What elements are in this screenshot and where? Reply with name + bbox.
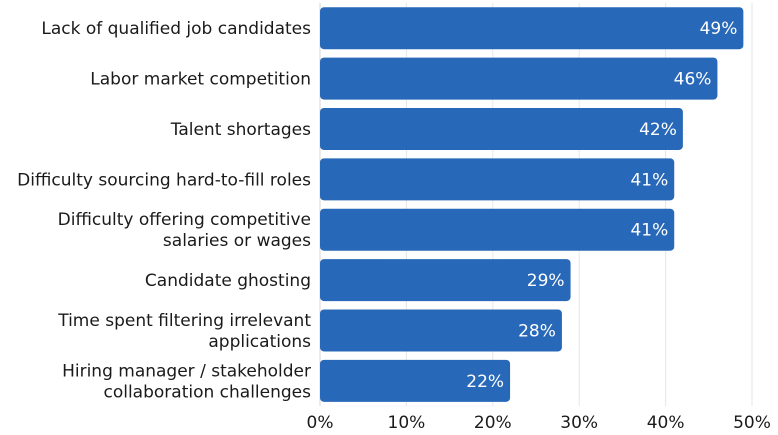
x-tick-label-0: 0% — [307, 413, 334, 433]
x-tick-label-40: 40% — [647, 413, 685, 433]
category-label-5: Candidate ghosting — [145, 271, 311, 291]
category-label-6: Time spent filtering irrelevant applicati… — [57, 311, 311, 352]
bar-0 — [320, 7, 744, 50]
bar-7 — [320, 359, 511, 402]
category-labels: Lack of qualified job candidates Labor ma… — [17, 19, 311, 402]
value-label-7: 22% — [466, 372, 504, 392]
bar-3 — [320, 158, 675, 201]
value-label-5: 29% — [527, 271, 565, 291]
value-label-0: 49% — [700, 19, 738, 39]
bar-4 — [320, 208, 675, 251]
value-label-1: 46% — [674, 70, 712, 90]
bar-5 — [320, 259, 571, 302]
value-labels: 49% 46% 42% 41% 41% 29% 28% 22% — [466, 19, 737, 392]
bars — [320, 7, 744, 402]
value-label-6: 28% — [518, 321, 556, 341]
category-label-7: Hiring manager / stakeholder collaboratio… — [62, 361, 311, 402]
category-label-3: Difficulty sourcing hard-to-fill roles — [17, 170, 311, 190]
x-tick-label-20: 20% — [474, 413, 512, 433]
category-label-2: Talent shortages — [170, 120, 311, 140]
value-label-4: 41% — [630, 221, 668, 241]
x-tick-label-50: 50% — [733, 413, 771, 433]
value-label-2: 42% — [639, 120, 677, 140]
bar-1 — [320, 57, 718, 100]
category-label-4: Difficulty offering competitive salaries … — [58, 210, 311, 251]
category-label-0: Lack of qualified job candidates — [41, 19, 311, 39]
bar-6 — [320, 309, 562, 352]
x-axis-ticks: 0% 10% 20% 30% 40% 50% — [307, 413, 771, 433]
value-label-3: 41% — [630, 170, 668, 190]
bar-2 — [320, 107, 683, 150]
category-label-1: Labor market competition — [90, 70, 311, 90]
x-tick-label-30: 30% — [560, 413, 598, 433]
x-tick-label-10: 10% — [388, 413, 426, 433]
